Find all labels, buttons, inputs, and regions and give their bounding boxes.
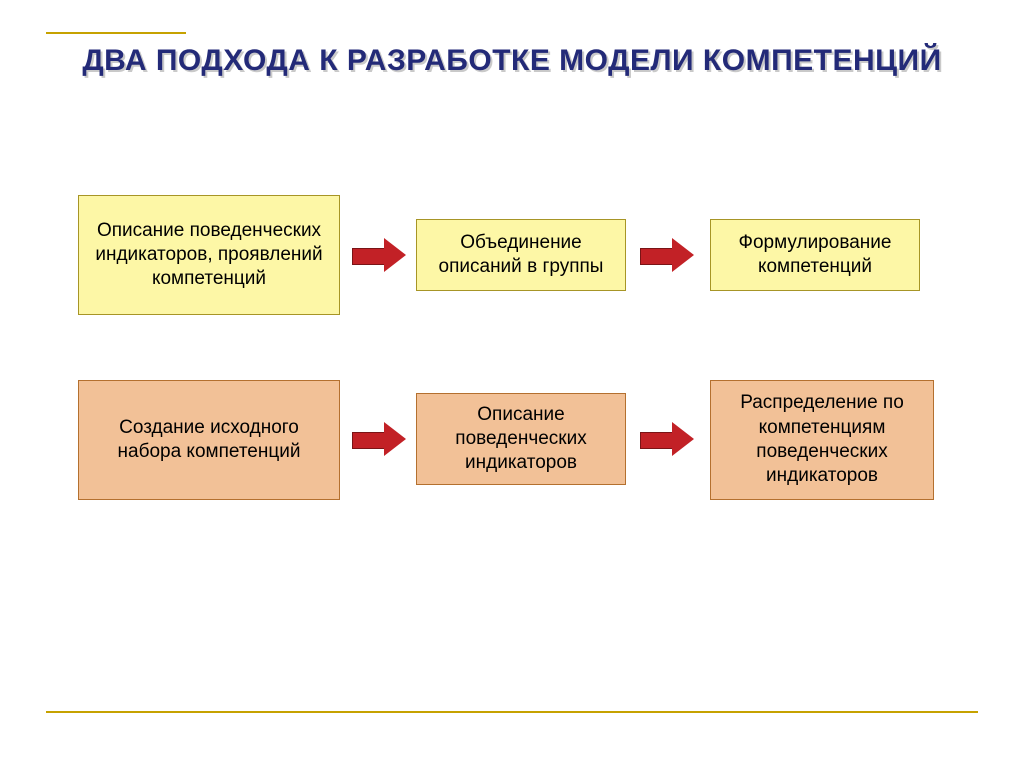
decorative-rule-bottom xyxy=(46,711,978,713)
node-y3: Формулирование компетенций xyxy=(710,219,920,291)
arrow-head-icon xyxy=(672,238,694,272)
arrow-a1 xyxy=(352,238,406,273)
arrow-a4 xyxy=(640,422,694,457)
arrow-shaft xyxy=(640,248,673,265)
node-o2: Описание поведенческих индикаторов xyxy=(416,393,626,485)
node-o3: Распределение по компетенциям поведенчес… xyxy=(710,380,934,500)
arrow-head-icon xyxy=(384,238,406,272)
arrow-shaft xyxy=(640,432,673,449)
node-y1: Описание поведенческих индикаторов, проя… xyxy=(78,195,340,315)
slide-title: ДВА ПОДХОДА К РАЗРАБОТКЕ МОДЕЛИ КОМПЕТЕН… xyxy=(0,44,1024,79)
arrow-shaft xyxy=(352,248,385,265)
arrow-a3 xyxy=(352,422,406,457)
decorative-rule-top xyxy=(46,32,186,34)
arrow-head-icon xyxy=(384,422,406,456)
arrow-shaft xyxy=(352,432,385,449)
node-o1: Создание исходного набора компетенций xyxy=(78,380,340,500)
arrow-head-icon xyxy=(672,422,694,456)
arrow-a2 xyxy=(640,238,694,273)
node-y2: Объединение описаний в группы xyxy=(416,219,626,291)
slide: ДВА ПОДХОДА К РАЗРАБОТКЕ МОДЕЛИ КОМПЕТЕН… xyxy=(0,0,1024,767)
